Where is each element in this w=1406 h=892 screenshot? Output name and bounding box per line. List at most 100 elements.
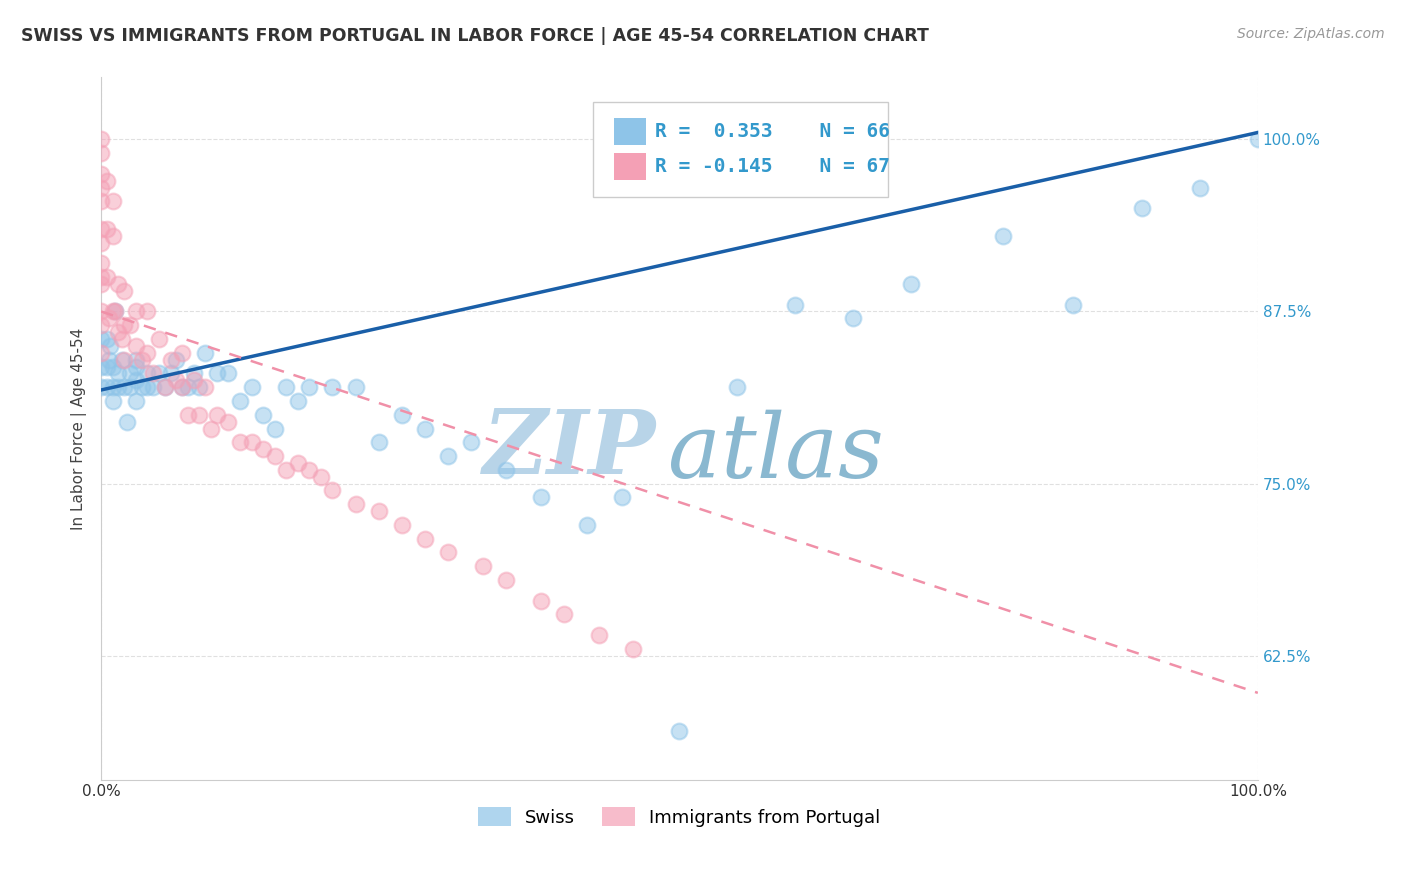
Point <box>142 367 165 381</box>
Point <box>172 380 194 394</box>
Point <box>111 352 134 367</box>
Point <box>263 421 285 435</box>
Point <box>118 367 141 381</box>
Point <box>785 297 807 311</box>
Point <box>90 167 112 181</box>
Point <box>495 463 517 477</box>
Point <box>205 367 228 381</box>
Point <box>142 380 165 394</box>
Point <box>321 380 343 394</box>
Point <box>101 359 124 374</box>
Point <box>575 517 598 532</box>
Point <box>183 367 205 381</box>
Point <box>367 504 389 518</box>
Point <box>165 352 187 367</box>
Point <box>125 304 148 318</box>
Point <box>621 641 644 656</box>
Point <box>131 380 153 394</box>
Point <box>90 222 112 236</box>
Point <box>112 380 135 394</box>
Point <box>205 408 228 422</box>
Point <box>217 367 239 381</box>
Text: R =  0.353    N = 66: R = 0.353 N = 66 <box>655 122 890 141</box>
Point <box>1247 132 1270 146</box>
Point <box>183 373 205 387</box>
Point <box>1188 180 1211 194</box>
Point <box>90 235 112 250</box>
Point <box>263 449 285 463</box>
Point <box>530 491 553 505</box>
Point <box>276 380 298 394</box>
Point <box>90 318 112 333</box>
Point <box>413 532 436 546</box>
Point <box>437 545 460 559</box>
Point <box>553 607 575 622</box>
Point <box>101 394 124 409</box>
FancyBboxPatch shape <box>593 102 887 197</box>
Point <box>98 352 121 367</box>
Point <box>111 332 134 346</box>
Point <box>125 352 148 367</box>
Point <box>391 408 413 422</box>
Point <box>309 469 332 483</box>
Point <box>177 380 200 394</box>
Y-axis label: In Labor Force | Age 45-54: In Labor Force | Age 45-54 <box>72 327 87 530</box>
Point <box>159 367 181 381</box>
FancyBboxPatch shape <box>613 153 645 180</box>
Point <box>107 277 129 291</box>
Point <box>194 346 217 360</box>
Point <box>90 359 112 374</box>
Point <box>588 628 610 642</box>
Point <box>668 724 690 739</box>
Point <box>344 497 367 511</box>
Point <box>90 180 112 194</box>
Text: SWISS VS IMMIGRANTS FROM PORTUGAL IN LABOR FORCE | AGE 45-54 CORRELATION CHART: SWISS VS IMMIGRANTS FROM PORTUGAL IN LAB… <box>21 27 929 45</box>
Point <box>172 346 194 360</box>
Point <box>437 449 460 463</box>
Point <box>136 304 159 318</box>
Point <box>125 359 148 374</box>
Point <box>96 332 118 346</box>
Point <box>100 339 122 353</box>
Point <box>101 380 124 394</box>
Point <box>90 270 112 285</box>
Point <box>136 380 159 394</box>
Point <box>101 194 124 209</box>
Point <box>177 408 200 422</box>
Point <box>90 380 112 394</box>
Point <box>240 435 263 450</box>
Point <box>96 174 118 188</box>
Point <box>172 380 194 394</box>
Point <box>391 517 413 532</box>
Point <box>96 270 118 285</box>
Point <box>153 380 176 394</box>
Point <box>107 367 129 381</box>
Point <box>188 408 211 422</box>
Point <box>125 394 148 409</box>
Point <box>471 559 494 574</box>
Point <box>104 304 127 318</box>
Point <box>298 380 321 394</box>
Point <box>287 394 309 409</box>
Point <box>367 435 389 450</box>
Point <box>131 352 153 367</box>
Point <box>495 573 517 587</box>
Point <box>112 352 135 367</box>
Point <box>200 421 222 435</box>
Point <box>725 380 748 394</box>
Point <box>90 277 112 291</box>
Point <box>112 284 135 298</box>
Point <box>530 593 553 607</box>
Point <box>900 277 922 291</box>
Point <box>298 463 321 477</box>
Point <box>125 339 148 353</box>
Point <box>413 421 436 435</box>
Point <box>148 332 170 346</box>
Point <box>90 194 112 209</box>
Point <box>90 146 112 161</box>
Point <box>90 256 112 270</box>
Point <box>344 380 367 394</box>
Point <box>96 222 118 236</box>
Point <box>194 380 217 394</box>
Point <box>842 311 865 326</box>
